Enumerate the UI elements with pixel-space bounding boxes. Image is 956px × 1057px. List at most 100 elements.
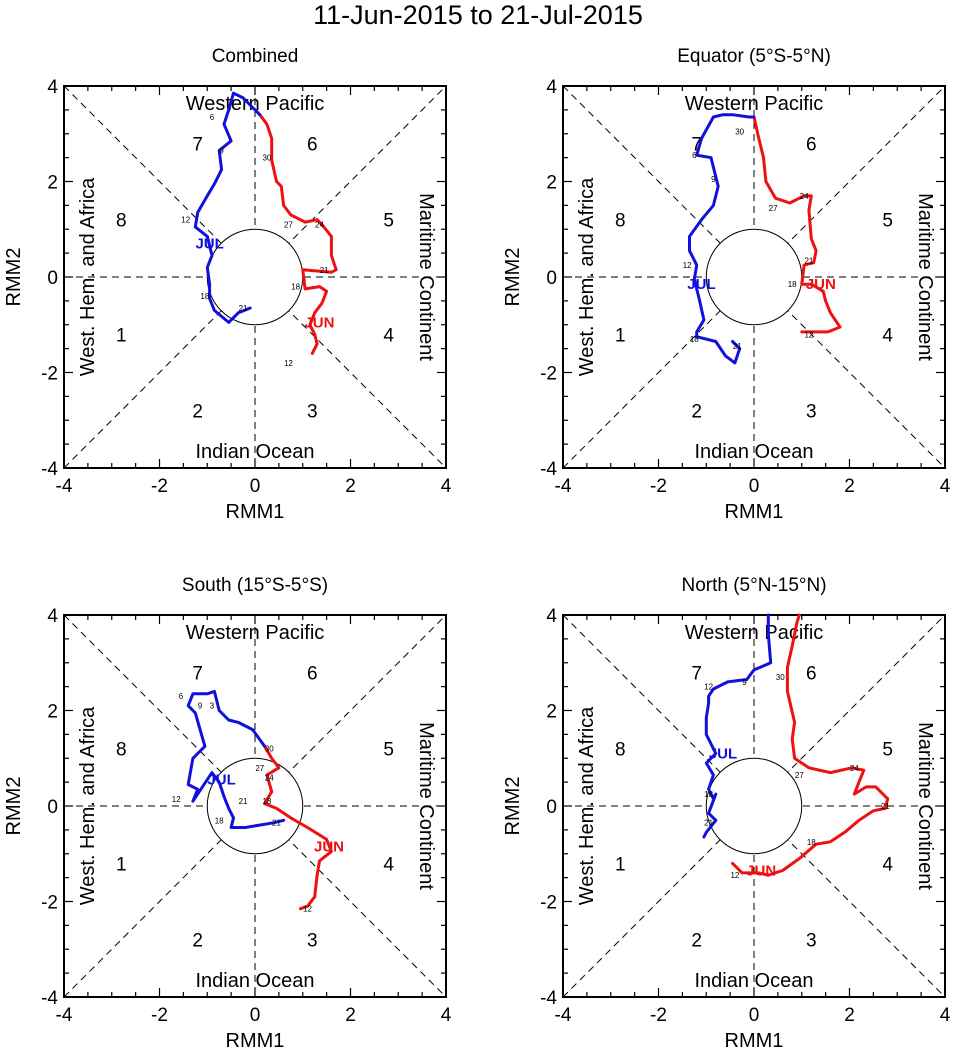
day-label: 3 bbox=[210, 702, 215, 711]
phase-number-label: 5 bbox=[383, 211, 394, 232]
x-tick-label: -2 bbox=[151, 476, 168, 497]
day-label: 12 bbox=[303, 905, 312, 914]
x-tick-label: -2 bbox=[650, 476, 667, 497]
x-tick-label: 2 bbox=[844, 476, 855, 497]
y-tick-label: 2 bbox=[47, 173, 58, 194]
y-tick-label: 0 bbox=[47, 797, 58, 818]
phase-number-label: 6 bbox=[307, 134, 318, 155]
x-tick-label: -4 bbox=[555, 476, 572, 497]
trajectory-line-jun bbox=[258, 113, 338, 355]
x-tick-label: -4 bbox=[56, 1005, 73, 1026]
trajectory-line-jul bbox=[702, 613, 773, 839]
phase-number-label: 5 bbox=[882, 740, 893, 761]
phase-number-label: 6 bbox=[307, 663, 318, 684]
day-label: 12 bbox=[172, 795, 181, 804]
day-label: 21 bbox=[320, 266, 329, 275]
day-label: 18 bbox=[788, 280, 797, 289]
chart-panel-2: Equator (5°S-5°N)-4 -2 0 2 4-4-2024RMM1RMM2W… bbox=[502, 46, 951, 523]
day-label: 9 bbox=[711, 175, 716, 184]
day-label: 21 bbox=[239, 304, 248, 313]
day-label: 27 bbox=[255, 764, 264, 773]
region-label-left: West. Hem. and Africa bbox=[576, 177, 598, 376]
x-axis-label: RMM1 bbox=[725, 1030, 784, 1052]
y-tick-label: 2 bbox=[47, 702, 58, 723]
day-label: 6 bbox=[210, 113, 215, 122]
day-label: 9 bbox=[219, 146, 224, 155]
phase-number-label: 8 bbox=[615, 211, 626, 232]
month-label: JUL bbox=[687, 276, 715, 293]
day-label: 6 bbox=[692, 151, 697, 160]
day-label: 21 bbox=[804, 256, 813, 265]
x-tick-label: 2 bbox=[345, 1005, 356, 1026]
x-tick-label: 0 bbox=[250, 1005, 261, 1026]
y-tick-label: -4 bbox=[540, 459, 557, 480]
phase-number-label: 8 bbox=[116, 211, 127, 232]
day-label: 24 bbox=[850, 764, 859, 773]
day-label: 12 bbox=[683, 261, 692, 270]
phase-number-label: 1 bbox=[615, 854, 626, 875]
day-label: 27 bbox=[284, 220, 293, 229]
region-label-top: Western Pacific bbox=[186, 622, 325, 644]
x-tick-label: 2 bbox=[345, 476, 356, 497]
x-tick-label: 0 bbox=[749, 476, 760, 497]
y-tick-label: 0 bbox=[546, 797, 557, 818]
panel-title: South (15°S-5°S) bbox=[182, 575, 328, 596]
day-label: 30 bbox=[262, 154, 271, 163]
day-label: 12 bbox=[284, 359, 293, 368]
y-tick-label: 4 bbox=[47, 606, 58, 627]
region-label-right: Maritime Continent bbox=[914, 722, 936, 890]
y-tick-label: 4 bbox=[47, 77, 58, 98]
phase-number-label: 2 bbox=[691, 931, 702, 952]
y-tick-label: 4 bbox=[546, 606, 557, 627]
month-label: JUL bbox=[195, 236, 223, 253]
chart-panel-4: North (5°N-15°N)-4 -2 0 2 4-4-2024RMM1RMM2We… bbox=[502, 575, 951, 1052]
day-label: 27 bbox=[769, 204, 778, 213]
phase-number-label: 4 bbox=[882, 854, 893, 875]
phase-number-label: 7 bbox=[691, 134, 702, 155]
region-label-right: Maritime Continent bbox=[914, 193, 936, 361]
phase-number-label: 3 bbox=[806, 931, 817, 952]
day-label: 12 bbox=[730, 871, 739, 880]
y-tick-label: -2 bbox=[540, 364, 557, 385]
phase-number-label: 4 bbox=[383, 854, 394, 875]
phase-number-label: 4 bbox=[383, 325, 394, 346]
phase-number-label: 3 bbox=[307, 402, 318, 423]
day-label: 21 bbox=[704, 819, 713, 828]
x-tick-label: -2 bbox=[151, 1005, 168, 1026]
phase-number-label: 6 bbox=[806, 134, 817, 155]
x-tick-label: 4 bbox=[940, 1005, 951, 1026]
phase-number-label: 2 bbox=[691, 402, 702, 423]
y-tick-label: -2 bbox=[41, 893, 58, 914]
x-tick-label: 0 bbox=[749, 1005, 760, 1026]
month-label: JUL bbox=[709, 745, 737, 762]
day-label: 18 bbox=[291, 283, 300, 292]
phase-number-label: 8 bbox=[116, 740, 127, 761]
day-label: 12 bbox=[181, 216, 190, 225]
phase-number-label: 1 bbox=[615, 325, 626, 346]
region-label-bottom: Indian Ocean bbox=[196, 441, 315, 463]
unit-circle bbox=[705, 228, 803, 326]
phase-number-label: 7 bbox=[691, 663, 702, 684]
phase-number-label: 2 bbox=[192, 402, 203, 423]
unit-circle bbox=[705, 757, 803, 855]
y-tick-label: -4 bbox=[41, 459, 58, 480]
panel-title: Equator (5°S-5°N) bbox=[677, 46, 831, 67]
day-label: 30 bbox=[265, 745, 274, 754]
day-label: 21 bbox=[881, 802, 890, 811]
trajectory-line-jun bbox=[731, 613, 890, 877]
day-label: 21 bbox=[733, 342, 742, 351]
region-label-top: Western Pacific bbox=[685, 93, 824, 115]
chart-panel-3: South (15°S-5°S)-4 -2 0 2 4-4-2024RMM1RMM2We… bbox=[3, 575, 452, 1052]
day-label: 18 bbox=[704, 790, 713, 799]
month-label: JUN bbox=[806, 276, 836, 293]
day-label: 18 bbox=[200, 292, 209, 301]
day-label: 30 bbox=[776, 673, 785, 682]
unit-circle bbox=[206, 757, 304, 855]
phase-number-label: 5 bbox=[882, 211, 893, 232]
day-label: 9 bbox=[742, 678, 747, 687]
y-tick-label: 0 bbox=[47, 268, 58, 289]
day-label: 27 bbox=[795, 771, 804, 780]
y-tick-label: 4 bbox=[546, 77, 557, 98]
